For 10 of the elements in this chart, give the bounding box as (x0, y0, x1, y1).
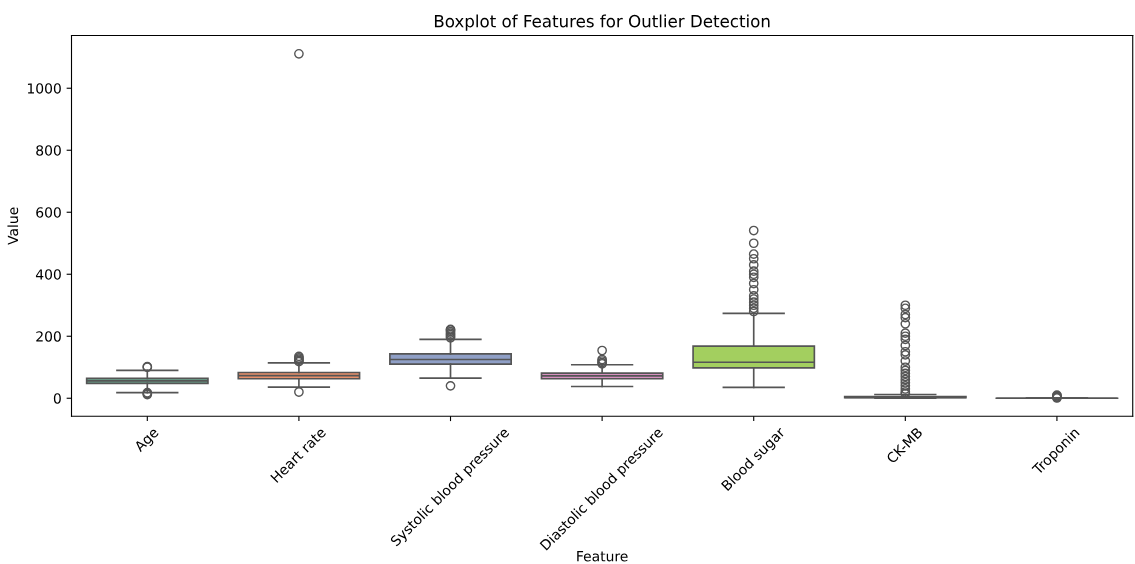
y-tick-label: 400 (35, 269, 61, 280)
chart-title: Boxplot of Features for Outlier Detection (434, 14, 770, 31)
y-tick-label: 0 (53, 393, 61, 404)
y-axis-title: Value (7, 207, 19, 245)
y-tick-label: 600 (36, 207, 61, 218)
x-tick-label: Age (133, 426, 162, 455)
y-tick-label: 800 (36, 145, 61, 156)
y-tick-label: 1000 (27, 83, 61, 94)
x-axis-title: Feature (577, 551, 628, 562)
y-tick-label: 200 (36, 331, 61, 342)
